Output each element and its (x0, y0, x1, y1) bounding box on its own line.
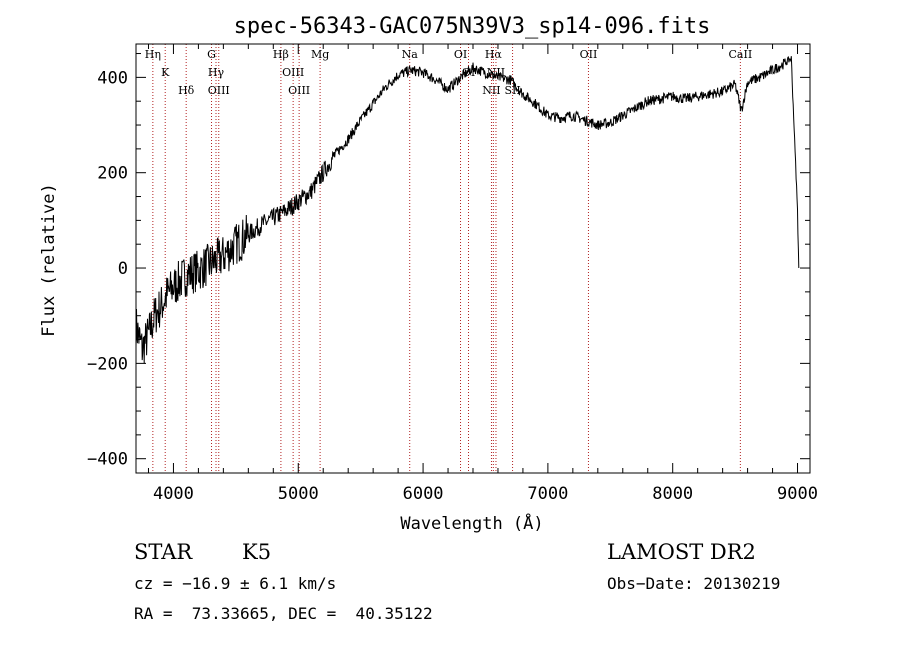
object-subclass: K5 (242, 540, 272, 564)
x-axis-label: Wavelength (Å) (400, 512, 543, 534)
chart-title: spec-56343-GAC075N39V3_sp14-096.fits (234, 14, 711, 39)
spectral-line-label: OIII (282, 66, 304, 79)
y-tick-label: 400 (97, 68, 128, 88)
spectral-line-label: Hη (145, 48, 161, 61)
x-tick-label: 9000 (777, 484, 818, 504)
spectrum-line (135, 56, 800, 364)
spectral-line-label: OIII (208, 84, 230, 97)
sky-coordinates: RA = 73.33665, DEC = 40.35122 (134, 604, 433, 623)
x-tick-label: 7000 (527, 484, 568, 504)
survey-name: LAMOST DR2 (607, 540, 756, 564)
spectral-line-label: SII (504, 84, 520, 97)
observation-date: Obs−Date: 20130219 (607, 574, 781, 593)
x-tick-label: 8000 (652, 484, 693, 504)
y-tick-label: −200 (87, 354, 128, 374)
y-axis-label: Flux (relative) (39, 183, 59, 337)
axis-ticks: 4000 5000 6000 7000 8000 9000 −400 −200 0 200 400 (87, 44, 818, 504)
x-tick-label: 4000 (153, 484, 194, 504)
redshift-velocity: cz = −16.9 ± 6.1 km/s (134, 574, 337, 593)
spectral-line-label: OII (580, 48, 598, 61)
spectral-line-label: Hα (485, 48, 503, 61)
spectral-line-label: Hγ (208, 66, 225, 79)
spectral-line-label: NII (482, 84, 500, 97)
spectral-line-label: G (207, 48, 216, 61)
x-tick-label: 6000 (403, 484, 444, 504)
spectral-line-label: Hβ (273, 48, 289, 61)
y-tick-label: −400 (87, 450, 128, 470)
spectral-line-label: K (161, 66, 170, 79)
spectral-line-label: Hδ (178, 84, 195, 97)
x-tick-label: 5000 (278, 484, 319, 504)
spectral-line-label: Na (402, 48, 419, 61)
spectral-line-label: OIII (288, 84, 310, 97)
y-tick-label: 200 (97, 164, 128, 184)
spectral-line-label: CaII (729, 48, 753, 61)
y-tick-label: 0 (118, 259, 128, 279)
spectral-line-label: OI (454, 48, 467, 61)
object-class: STAR (134, 540, 193, 564)
spectral-line-label: Mg (311, 48, 329, 61)
spectrum-series (135, 56, 800, 364)
